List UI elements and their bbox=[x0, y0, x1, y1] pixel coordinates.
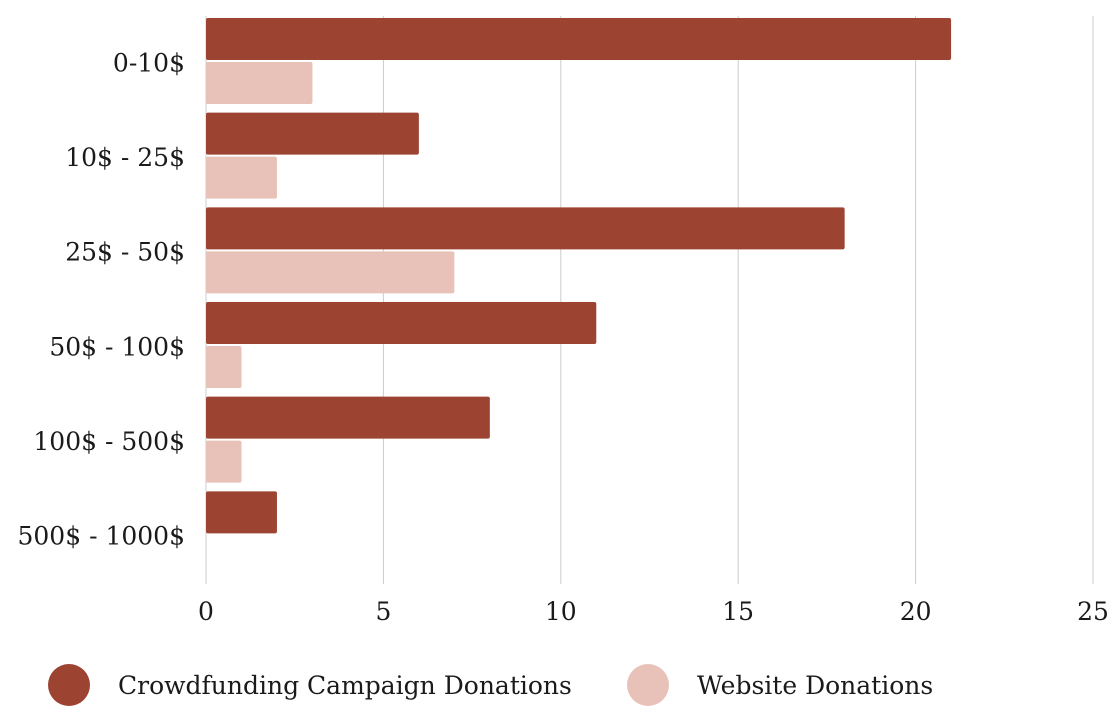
x-tick-label: 5 bbox=[375, 597, 391, 626]
bar-crowdfunding bbox=[206, 18, 952, 60]
x-tick-label: 10 bbox=[545, 597, 577, 626]
category-labels: 0-10$ 10$ - 25$ 25$ - 50$ 50$ - 100$ 100$ - … bbox=[18, 48, 186, 550]
x-tick-label: 25 bbox=[1077, 597, 1109, 626]
category-label: 50$ - 100$ bbox=[49, 332, 185, 361]
bar-website bbox=[206, 156, 277, 199]
x-tick-labels: 0 5 10 15 20 25 bbox=[198, 597, 1109, 626]
legend: Crowdfunding Campaign Donations Website … bbox=[0, 640, 1113, 718]
bar-website bbox=[206, 346, 242, 388]
bar-crowdfunding bbox=[206, 207, 845, 250]
x-tick-label: 15 bbox=[722, 597, 754, 626]
category-label: 500$ - 1000$ bbox=[18, 522, 186, 551]
category-label: 25$ - 50$ bbox=[65, 238, 185, 267]
legend-label-website: Website Donations bbox=[697, 670, 934, 700]
legend-swatch-website bbox=[627, 664, 669, 706]
bar-website bbox=[206, 251, 455, 294]
bar-crowdfunding bbox=[206, 396, 490, 439]
bar-website bbox=[206, 440, 242, 483]
category-label: 0-10$ bbox=[113, 48, 185, 77]
x-tick-label: 0 bbox=[198, 597, 214, 626]
bars bbox=[206, 18, 952, 534]
bar-chart: 0-10$ 10$ - 25$ 25$ - 50$ 50$ - 100$ 100$ - … bbox=[18, 16, 1109, 626]
category-label: 10$ - 25$ bbox=[65, 143, 185, 172]
bar-crowdfunding bbox=[206, 112, 419, 155]
category-label: 100$ - 500$ bbox=[33, 427, 185, 456]
x-tick-label: 20 bbox=[900, 597, 932, 626]
legend-label-crowdfunding: Crowdfunding Campaign Donations bbox=[118, 670, 572, 700]
bar-crowdfunding bbox=[206, 491, 277, 534]
gridlines bbox=[205, 16, 1094, 584]
legend-item-crowdfunding: Crowdfunding Campaign Donations bbox=[48, 664, 572, 706]
legend-swatch-crowdfunding bbox=[48, 664, 90, 706]
bar-crowdfunding bbox=[206, 302, 597, 344]
bar-website bbox=[206, 62, 313, 104]
legend-item-website: Website Donations bbox=[627, 664, 933, 706]
